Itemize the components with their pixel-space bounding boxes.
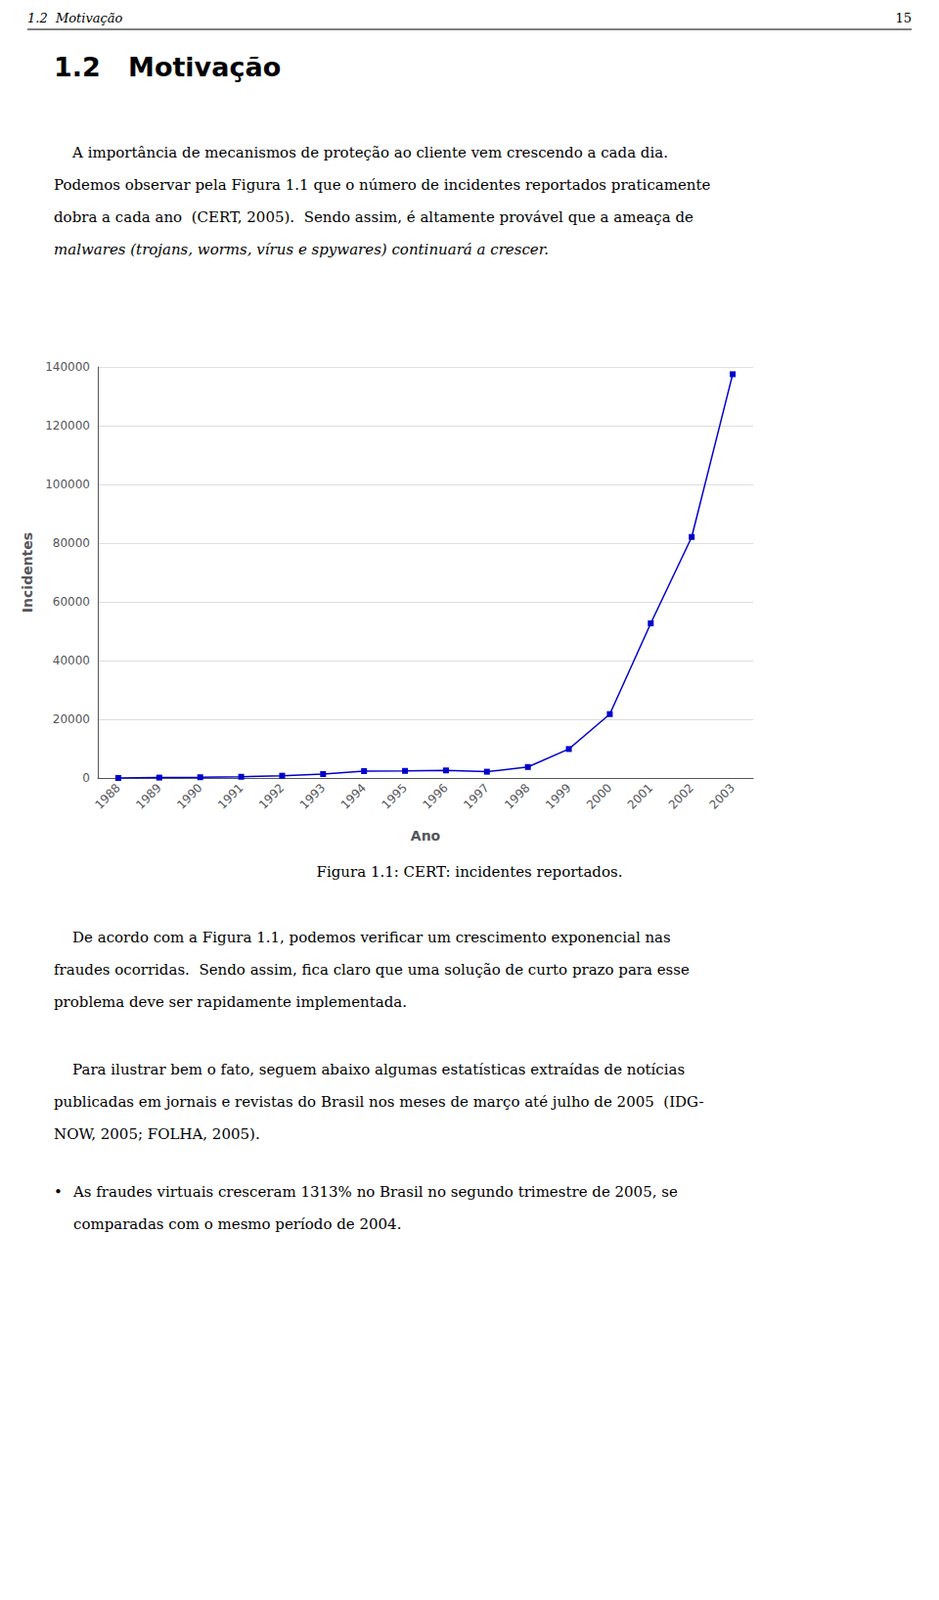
svg-text:1995: 1995 xyxy=(379,780,410,811)
svg-text:40000: 40000 xyxy=(52,653,90,668)
svg-text:Incidentes: Incidentes xyxy=(19,532,36,613)
svg-text:1.2 Motivação: 1.2 Motivação xyxy=(53,51,281,83)
svg-text:120000: 120000 xyxy=(44,418,90,433)
svg-text:Para ilustrar bem o fato, segu: Para ilustrar bem o fato, seguem abaixo … xyxy=(53,1060,685,1078)
svg-text:2000: 2000 xyxy=(583,780,615,811)
svg-text:1994: 1994 xyxy=(338,780,369,811)
svg-text:Figura 1.1: CERT: incidentes r: Figura 1.1: CERT: incidentes reportados. xyxy=(316,862,624,881)
svg-text:80000: 80000 xyxy=(52,536,90,550)
svg-text:2003: 2003 xyxy=(707,780,738,811)
svg-text:•: • xyxy=(53,1182,63,1201)
svg-text:2001: 2001 xyxy=(625,780,656,811)
svg-text:NOW, 2005; FOLHA, 2005).: NOW, 2005; FOLHA, 2005). xyxy=(53,1124,261,1143)
svg-text:1996: 1996 xyxy=(419,780,450,811)
svg-text:problema deve ser rapidamente: problema deve ser rapidamente implementa… xyxy=(53,992,407,1011)
svg-text:1997: 1997 xyxy=(460,780,492,811)
svg-text:Ano: Ano xyxy=(410,827,442,844)
svg-text:1992: 1992 xyxy=(256,780,287,811)
svg-text:1999: 1999 xyxy=(542,780,574,811)
svg-text:fraudes ocorridas. Sendo assi: fraudes ocorridas. Sendo assim, fica cla… xyxy=(53,960,690,979)
svg-text:1988: 1988 xyxy=(91,780,123,811)
svg-text:1989: 1989 xyxy=(133,780,164,811)
svg-text:De acordo com a Figura 1.1, po: De acordo com a Figura 1.1, podemos veri… xyxy=(53,928,671,946)
svg-text:comparadas com o mesmo período: comparadas com o mesmo período de 2004. xyxy=(73,1214,402,1233)
svg-text:100000: 100000 xyxy=(44,477,90,492)
svg-text:60000: 60000 xyxy=(52,594,90,609)
svg-text:0: 0 xyxy=(82,770,90,785)
svg-text:1990: 1990 xyxy=(174,780,205,811)
svg-text:malwares (trojans, worms, víru: malwares (trojans, worms, vírus e spywar… xyxy=(53,240,549,259)
svg-text:As fraudes virtuais cresceram: As fraudes virtuais cresceram 1313% no B… xyxy=(72,1182,678,1201)
svg-text:1993: 1993 xyxy=(297,780,328,811)
svg-text:20000: 20000 xyxy=(52,712,90,726)
svg-text:A importância de mecanismos de: A importância de mecanismos de proteção … xyxy=(53,143,669,162)
svg-text:publicadas em jornais e revist: publicadas em jornais e revistas do Bras… xyxy=(53,1092,704,1111)
svg-text:1991: 1991 xyxy=(215,780,246,811)
svg-text:1998: 1998 xyxy=(501,780,533,811)
svg-text:Podemos observar pela Figura 1: Podemos observar pela Figura 1.1 que o n… xyxy=(53,176,712,194)
svg-text:1.2 Motivação: 1.2 Motivação xyxy=(27,10,124,26)
svg-text:140000: 140000 xyxy=(44,359,90,374)
svg-text:2002: 2002 xyxy=(666,780,697,811)
svg-text:15: 15 xyxy=(894,10,912,26)
svg-text:dobra a cada ano (CERT, 2005): dobra a cada ano (CERT, 2005). Sendo ass… xyxy=(53,208,694,226)
